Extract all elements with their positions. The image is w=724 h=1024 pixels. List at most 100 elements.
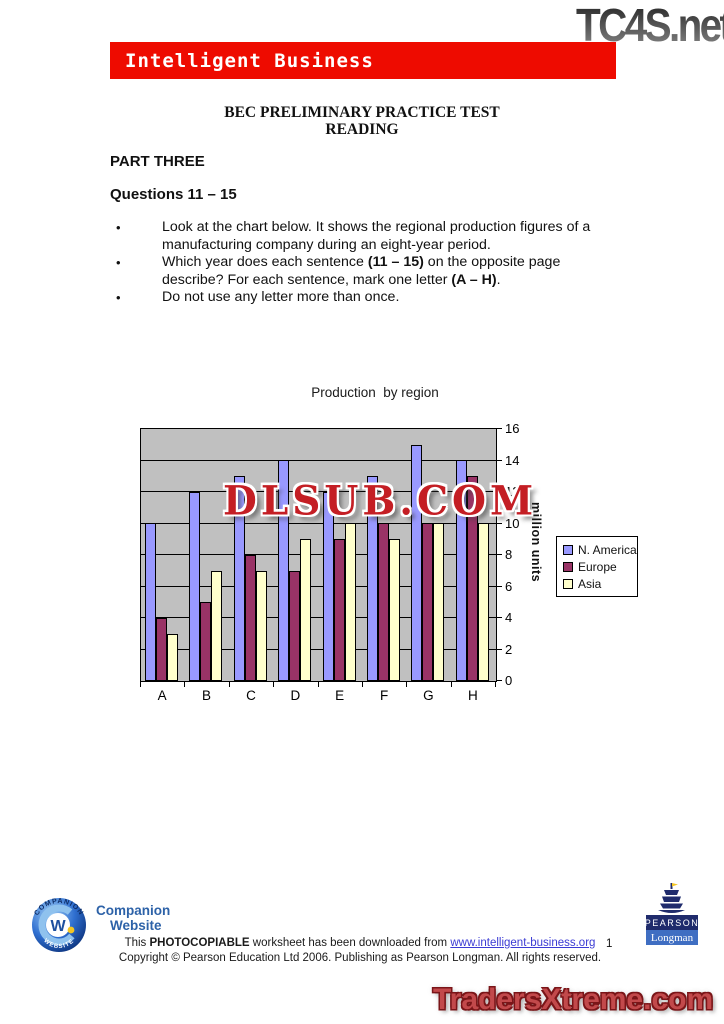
page-number: 1: [606, 938, 613, 950]
instruction-text: on the opposite page describe? For each …: [162, 254, 561, 288]
bar-asia-G: [433, 523, 444, 681]
y-tick-label: 12: [505, 484, 520, 499]
legend-label: Asia: [578, 576, 602, 591]
x-category-label: B: [202, 688, 212, 703]
x-tick-mark: [273, 682, 274, 687]
companion-label-line2: Website: [110, 918, 162, 933]
legend-item: Asia: [563, 575, 637, 592]
bar-n-america-G: [411, 445, 422, 681]
bar-europe-C: [245, 555, 256, 681]
legend-swatch-n-america: [563, 544, 573, 555]
longman-imprint-text: Longman: [651, 932, 694, 944]
x-category-label: G: [423, 688, 434, 703]
gridline: [141, 460, 496, 461]
x-category-label: H: [467, 688, 478, 703]
bar-asia-E: [345, 523, 356, 681]
gridline: [141, 617, 496, 618]
bar-europe-A: [156, 618, 167, 681]
gridline: [141, 523, 496, 524]
bar-asia-B: [211, 571, 222, 681]
y-tick-mark: [497, 491, 502, 492]
y-tick-label: 0: [505, 673, 513, 688]
x-category-label: E: [335, 688, 345, 703]
x-tick-mark: [229, 682, 230, 687]
pearson-brand-text: PEARSON: [645, 918, 700, 928]
bullet-icon: •: [116, 255, 121, 270]
document-title: BEC PRELIMINARY PRACTICE TEST READING: [0, 104, 724, 138]
bar-europe-F: [378, 523, 389, 681]
title-line-2: READING: [325, 121, 399, 138]
y-tick-label: 8: [505, 547, 513, 562]
intelligent-business-link[interactable]: www.intelligent-business.org: [450, 937, 596, 949]
y-tick-mark: [497, 523, 502, 524]
y-tick-mark: [497, 586, 502, 587]
x-tick-mark: [495, 682, 496, 687]
legend-swatch-asia: [563, 578, 573, 589]
gridline: [141, 649, 496, 650]
bar-n-america-C: [234, 476, 245, 681]
footer-text: This PHOTOCOPIABLE worksheet has been do…: [100, 936, 620, 966]
bullet-icon: •: [116, 290, 121, 305]
bar-europe-H: [467, 476, 478, 681]
intelligent-business-banner: Intelligent Business: [110, 42, 616, 79]
longman-band: [646, 930, 698, 945]
pearson-longman-logo: PEARSON Longman: [644, 882, 700, 946]
y-tick-mark: [497, 554, 502, 555]
companion-yellow-dot: [67, 926, 75, 934]
instruction-text: Which year does each sentence: [162, 254, 368, 270]
bar-asia-D: [300, 539, 311, 681]
legend-item: N. America: [563, 541, 637, 558]
instruction-text: .: [496, 271, 501, 288]
pearson-band: [646, 915, 698, 930]
instruction-text: Look at the chart below. It shows the re…: [162, 219, 591, 253]
y-axis-title: million units: [529, 502, 543, 583]
footer-line-1: This PHOTOCOPIABLE worksheet has been do…: [100, 936, 620, 951]
instruction-text: Do not use any letter more than once.: [162, 289, 400, 305]
tc4s-watermark: TC4S.net: [576, 0, 724, 52]
bar-n-america-D: [278, 460, 289, 681]
companion-inner-circle: [46, 913, 70, 937]
y-tick-label: 16: [505, 421, 520, 436]
bullet-icon: •: [116, 220, 121, 235]
companion-c-ring: [38, 904, 80, 946]
x-tick-mark: [451, 682, 452, 687]
x-category-label: D: [290, 688, 301, 703]
x-tick-mark: [406, 682, 407, 687]
companion-website-label: Companion Website: [96, 903, 216, 933]
y-tick-label: 14: [505, 453, 520, 468]
bar-n-america-E: [323, 492, 334, 681]
legend-item: Europe: [563, 558, 637, 575]
bar-asia-F: [389, 539, 400, 681]
footer-line-2: Copyright © Pearson Education Ltd 2006. …: [118, 952, 602, 964]
x-category-label: F: [379, 688, 389, 703]
y-tick-mark: [497, 649, 502, 650]
x-tick-mark: [318, 682, 319, 687]
x-category-label: A: [157, 688, 167, 703]
bar-n-america-B: [189, 492, 200, 681]
y-tick-mark: [497, 428, 502, 429]
list-item: • Which year does each sentence (11 – 15…: [110, 254, 620, 289]
footer-line1-pre: This: [124, 937, 150, 949]
legend-swatch-europe: [563, 561, 573, 572]
bar-n-america-A: [145, 523, 156, 681]
gridline: [141, 491, 496, 492]
y-tick-label: 4: [505, 610, 513, 625]
production-chart: Production by region 0 2 4 6 8 10 12 14 16 A B C D E F…: [140, 385, 638, 703]
ship-icon: [658, 883, 685, 913]
questions-heading: Questions 11 – 15: [110, 186, 237, 203]
legend-label: N. America: [578, 542, 637, 557]
footer-line1-bold: PHOTOCOPIABLE: [149, 937, 250, 949]
companion-label-line1: Companion: [96, 903, 171, 918]
chart-legend: N. America Europe Asia: [556, 536, 638, 597]
companion-center-letter: W: [50, 918, 66, 935]
instructions-list: • Look at the chart below. It shows the …: [110, 219, 620, 307]
tradersxtreme-watermark: TradersXtreme.com: [433, 983, 714, 1016]
legend-label: Europe: [578, 559, 617, 574]
list-item: • Look at the chart below. It shows the …: [110, 219, 620, 254]
gridline: [141, 586, 496, 587]
y-tick-mark: [497, 680, 502, 681]
x-tick-mark: [184, 682, 185, 687]
y-tick-label: 10: [505, 516, 520, 531]
bar-n-america-H: [456, 460, 467, 681]
dlsub-watermark: DLSUB.COM: [223, 477, 538, 525]
